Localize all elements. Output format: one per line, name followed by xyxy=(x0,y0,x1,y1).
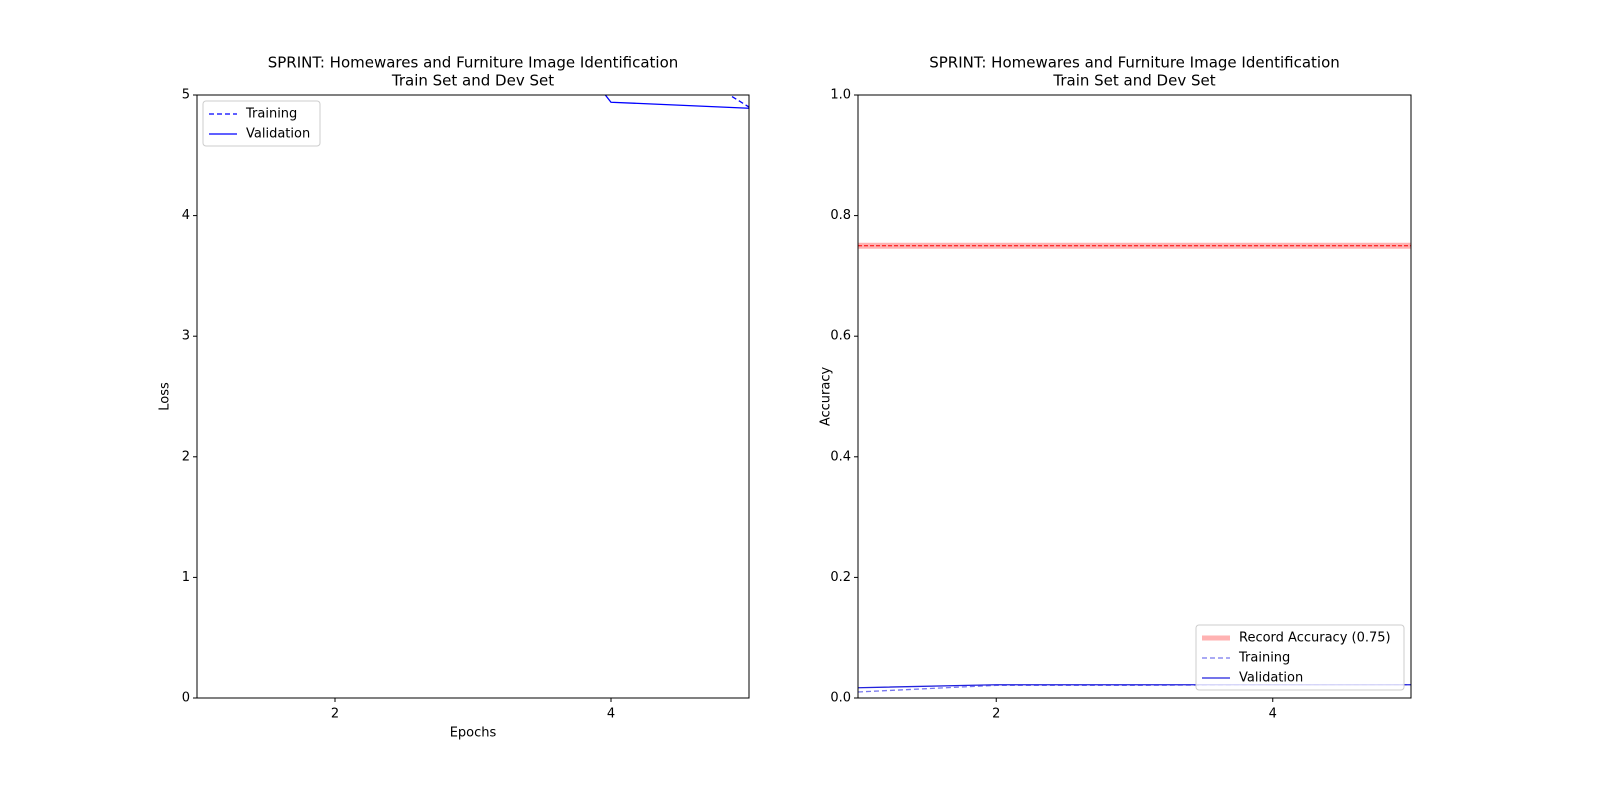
series-line xyxy=(604,95,749,109)
y-tick-label: 0 xyxy=(182,691,190,706)
plot-area xyxy=(858,95,1411,698)
y-axis-label: Accuracy xyxy=(819,367,834,427)
legend-label: Record Accuracy (0.75) xyxy=(1239,631,1391,646)
y-tick-label: 0.2 xyxy=(830,570,851,585)
y-tick-label: 0.6 xyxy=(830,329,851,344)
chart-subtitle: Train Set and Dev Set xyxy=(1052,72,1215,90)
y-tick-label: 5 xyxy=(182,88,190,103)
y-tick-label: 1.0 xyxy=(830,88,851,103)
y-tick-label: 0.8 xyxy=(830,208,851,223)
legend-label: Validation xyxy=(246,127,310,142)
axes-frame xyxy=(857,94,1412,699)
legend-label: Validation xyxy=(1239,671,1303,686)
plot-clip xyxy=(604,95,749,109)
plot-area xyxy=(197,95,749,698)
y-axis-label: Loss xyxy=(158,382,173,411)
legend-label: Training xyxy=(1238,651,1290,666)
y-tick-label: 0.0 xyxy=(830,691,851,706)
chart-title: SPRINT: Homewares and Furniture Image Id… xyxy=(929,54,1340,72)
chart-subtitle: Train Set and Dev Set xyxy=(391,72,554,90)
y-tick-label: 2 xyxy=(182,449,190,464)
legend-box xyxy=(1195,624,1405,691)
x-tick-label: 2 xyxy=(992,707,1000,722)
x-tick-label: 4 xyxy=(1269,707,1277,722)
x-axis-label: Epochs xyxy=(450,726,497,741)
y-tick-label: 0.4 xyxy=(830,449,851,464)
x-tick-label: 4 xyxy=(607,707,615,722)
legend-label: Training xyxy=(245,107,297,122)
legend-box xyxy=(202,100,321,147)
chart-title: SPRINT: Homewares and Furniture Image Id… xyxy=(268,54,679,72)
axes-frame xyxy=(196,94,750,699)
x-tick-label: 2 xyxy=(331,707,339,722)
y-tick-label: 4 xyxy=(182,208,190,223)
y-tick-label: 1 xyxy=(182,570,190,585)
y-tick-label: 3 xyxy=(182,329,190,344)
